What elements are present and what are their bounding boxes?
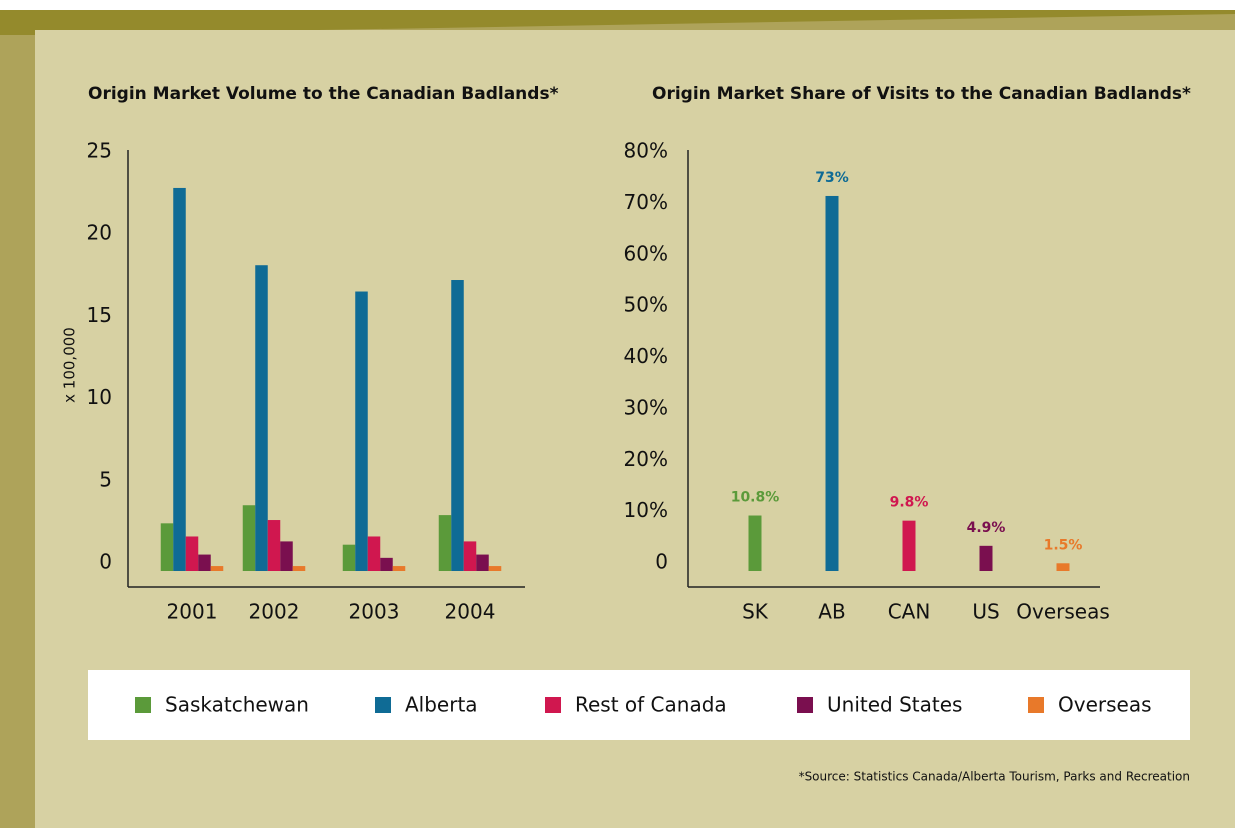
legend-swatch [1028,697,1044,713]
y-tick-label: 50% [624,293,668,317]
x-tick-label: Overseas [1016,600,1110,624]
bar [438,515,452,571]
legend-swatch [545,697,561,713]
bar [451,280,464,571]
x-tick-label: 2001 [167,600,218,624]
y-tick-label: 20 [87,221,112,245]
y-tick-label: 10 [87,385,112,409]
y-tick-label: 40% [624,344,668,368]
x-tick-label: CAN [888,600,931,624]
y-tick-label: 80% [624,139,668,163]
legend-label: Overseas [1058,693,1152,717]
y-tick-label: 30% [624,395,668,419]
y-tick-label: 25 [87,139,112,163]
bar [280,541,293,571]
data-label: 9.8% [890,495,929,511]
legend-label: Alberta [405,693,478,717]
x-tick-label: SK [742,600,769,624]
x-tick-label: 2004 [445,600,496,624]
bar [355,291,368,571]
bar [380,557,393,571]
bar [748,515,762,571]
legend-swatch [135,697,151,713]
legend-label: United States [827,693,962,717]
bar [210,566,224,571]
bar [392,566,406,571]
data-label: 73% [815,170,849,186]
legend-swatch [375,697,391,713]
x-tick-label: AB [818,600,845,624]
bar [292,566,306,571]
bar [242,505,256,571]
bar [902,520,916,571]
bar [173,187,186,571]
y-axis-label: x 100,000 [61,327,79,403]
bar [267,520,281,571]
data-label: 1.5% [1044,537,1083,553]
bar [342,544,356,571]
frame-top [0,10,1235,35]
legend-swatch [797,697,813,713]
legend-label: Rest of Canada [575,693,727,717]
y-tick-label: 0 [655,550,668,574]
bar [979,545,993,571]
bar [488,566,502,571]
footnote: *Source: Statistics Canada/Alberta Touri… [799,770,1190,784]
y-tick-label: 60% [624,241,668,265]
y-tick-label: 0 [99,550,112,574]
bar [476,554,489,571]
y-tick-label: 15 [87,303,112,327]
bar [1056,563,1070,571]
bar [367,536,381,571]
bar [463,541,477,571]
x-tick-label: 2003 [349,600,400,624]
y-tick-label: 20% [624,447,668,471]
y-tick-label: 70% [624,190,668,214]
bar [160,523,174,571]
y-tick-label: 5 [99,467,112,491]
x-tick-label: US [972,600,999,624]
data-label: 4.9% [967,520,1006,536]
chart-title: Origin Market Share of Visits to the Can… [652,84,1191,104]
bar [185,536,199,571]
bar [825,195,839,571]
bar [255,265,268,571]
data-label: 10.8% [731,490,780,506]
bar [198,554,211,571]
x-tick-label: 2002 [249,600,300,624]
legend-label: Saskatchewan [165,693,309,717]
y-tick-label: 10% [624,498,668,522]
legend-box [88,670,1190,740]
chart-title: Origin Market Volume to the Canadian Bad… [88,84,559,104]
